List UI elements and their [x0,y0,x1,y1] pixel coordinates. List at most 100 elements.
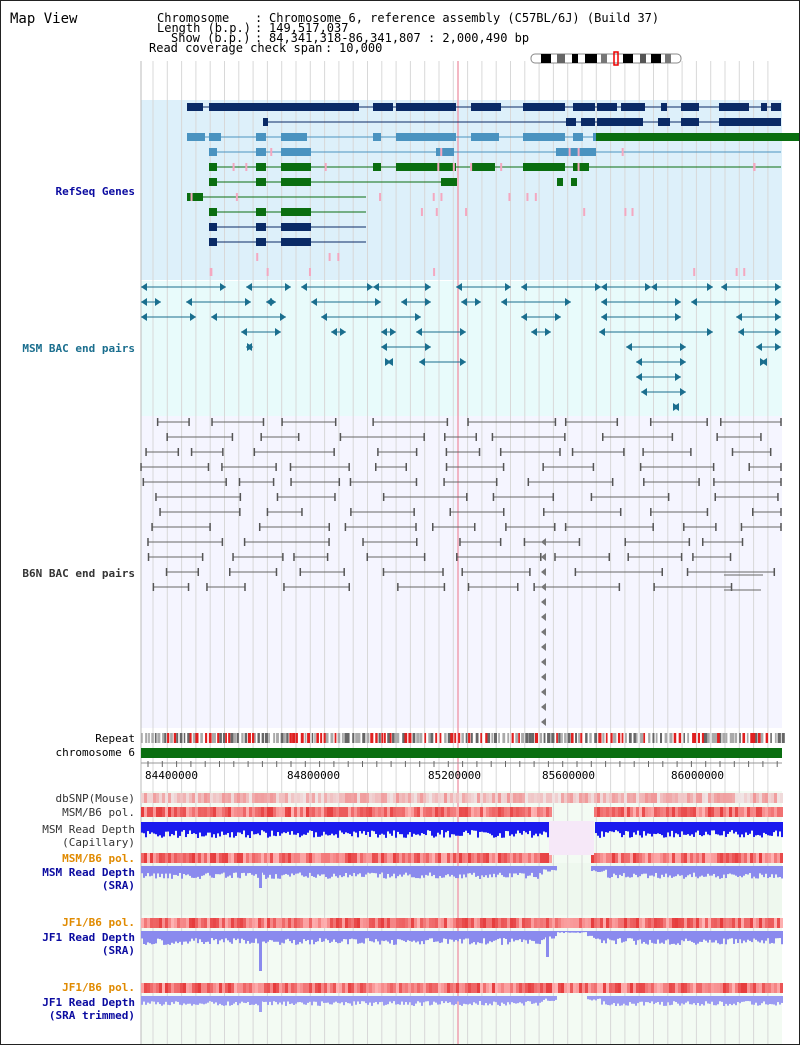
depth-bar [705,996,707,1002]
depth-bar [239,931,241,944]
polymorphism-cell [240,807,243,817]
depth-bar [265,996,267,1002]
polymorphism-cell [636,983,639,993]
polymorphism-cell [471,853,474,863]
depth-bar [733,822,735,834]
repeat-mark [219,733,222,743]
depth-bar [373,931,375,943]
ruler-tick-label: 84400000 [145,769,198,782]
depth-bar [317,931,319,942]
polymorphism-cell [528,793,531,803]
polymorphism-cell [498,793,501,803]
repeat-mark [531,733,535,743]
depth-bar [225,996,227,1006]
depth-bar [191,931,193,939]
depth-bar [597,822,599,836]
depth-bar [745,996,747,1002]
repeat-mark [673,733,677,743]
repeat-mark [602,733,605,743]
bac-end-marker [775,298,781,306]
header-sep-4: : [325,41,333,55]
depth-bar [181,931,183,945]
polymorphism-cell [213,853,216,863]
depth-bar [483,866,485,878]
depth-bar [537,931,539,944]
depth-bar [483,822,485,833]
gene-exon [373,103,393,111]
depth-bar [419,866,421,879]
depth-bar [747,996,749,1002]
depth-bar [277,822,279,833]
depth-bar [405,822,407,838]
depth-bar [649,931,651,940]
depth-bar [437,866,439,879]
depth-bar [201,866,203,876]
depth-bar [205,996,207,1004]
bac-end-marker [186,298,192,306]
polymorphism-cell [708,918,711,928]
depth-bar [751,996,753,1005]
polymorphism-cell [486,807,489,817]
depth-bar [195,822,197,835]
polymorphism-cell [180,983,183,993]
polymorphism-cell [423,793,426,803]
depth-bar [377,931,379,942]
polymorphism-cell [165,918,168,928]
polymorphism-cell [198,807,201,817]
repeat-mark [283,733,286,743]
depth-bar [467,866,469,874]
depth-bar [157,996,159,1003]
depth-bar [615,822,617,831]
polymorphism-cell [663,918,666,928]
depth-bar [201,931,203,943]
depth-bar [343,996,345,1006]
depth-bar [723,866,725,875]
depth-bar [279,931,281,945]
polymorphism-cell [750,807,753,817]
depth-bar [469,931,471,945]
polymorphism-cell [522,918,525,928]
bac-end-marker [721,283,727,291]
depth-bar [433,931,435,943]
depth-bar [679,822,681,837]
depth-bar [235,931,237,941]
depth-gap [549,821,594,855]
bac-end-marker [460,328,466,336]
polymorphism-cell [312,853,315,863]
polymorphism-cell [765,793,768,803]
depth-bar [473,822,475,831]
polymorphism-cell [150,793,153,803]
polymorphism-cell [666,853,669,863]
polymorphism-cell [600,853,603,863]
polymorphism-cell [201,983,204,993]
polymorphism-cell [399,853,402,863]
polymorphism-cell [744,793,747,803]
polymorphism-cell [231,793,234,803]
depth-bar [551,931,553,939]
polymorphism-cell [648,793,651,803]
polymorphism-cell [684,983,687,993]
depth-bar [473,996,475,1003]
polymorphism-cell [726,918,729,928]
depth-bar [643,866,645,874]
depth-bar [407,931,409,941]
polymorphism-cell [726,853,729,863]
depth-bar [489,931,491,942]
depth-bar [307,996,309,1003]
depth-bar [207,866,209,873]
polymorphism-cell [540,983,543,993]
depth-bar [745,931,747,943]
depth-bar [497,931,499,940]
depth-bar [177,996,179,1002]
polymorphism-cell [222,793,225,803]
depth-bar [193,996,195,1005]
depth-bar [603,822,605,837]
polymorphism-cell [627,853,630,863]
depth-bar [515,822,517,834]
depth-bar [525,822,527,833]
polymorphism-cell [198,793,201,803]
polymorphism-cell [405,918,408,928]
repeat-mark [669,733,673,743]
ideogram-band [585,54,597,63]
